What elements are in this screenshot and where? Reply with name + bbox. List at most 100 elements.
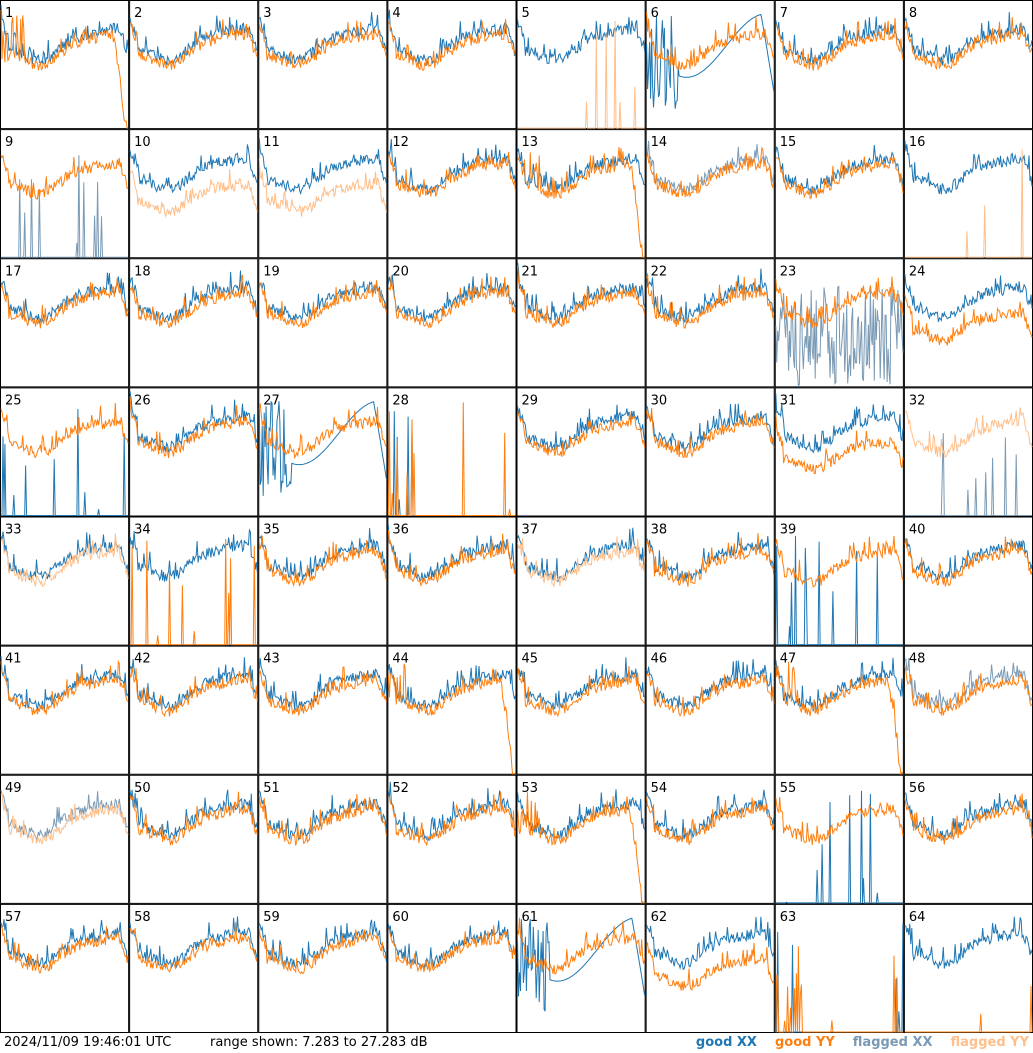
series-xx: [646, 532, 775, 582]
series-yy: [129, 667, 258, 718]
panel-21: 21: [516, 258, 646, 388]
panel-label: 61: [522, 910, 539, 925]
series-yy: [0, 792, 129, 845]
panel-label: 38: [651, 523, 668, 538]
panel-60: 60: [387, 903, 517, 1033]
panel-frame: [0, 387, 130, 517]
series-yy: [258, 280, 387, 329]
series-xx: [904, 433, 1032, 516]
series-xx: [904, 916, 1033, 969]
panel-23: 23: [774, 258, 904, 388]
panel-30: 30: [645, 387, 775, 517]
series-yy: [517, 665, 645, 718]
series-xx: [129, 15, 258, 65]
panel-9: 9: [0, 129, 130, 259]
series-yy: [129, 274, 258, 329]
series-yy: [0, 154, 129, 200]
panel-frame: [129, 645, 259, 775]
panel-label: 26: [134, 393, 151, 408]
series-yy: [0, 9, 129, 129]
legend-flagged-yy: flagged YY: [950, 1035, 1030, 1050]
panel-48: 48: [903, 645, 1033, 775]
series-xx: [1, 155, 129, 258]
series-yy: [258, 794, 387, 846]
series-yy: [387, 663, 516, 775]
panel-40: 40: [903, 516, 1033, 646]
panel-63: 63: [774, 903, 904, 1033]
series-yy: [258, 20, 387, 69]
panel-frame: [903, 258, 1033, 388]
series-yy: [0, 278, 129, 329]
series-yy: [0, 659, 129, 716]
series-yy: [258, 928, 387, 975]
panel-frame: [0, 903, 130, 1033]
panel-label: 15: [780, 135, 797, 150]
series-yy: [258, 666, 387, 716]
panel-frame: [129, 129, 259, 259]
panel-label: 59: [263, 910, 280, 925]
panel-frame: [258, 129, 388, 259]
series-xx: [775, 16, 904, 66]
panel-label: 30: [651, 393, 668, 408]
panel-label: 52: [392, 781, 409, 796]
series-xx: [129, 789, 258, 841]
panel-6: 6: [645, 0, 775, 130]
series-yy: [129, 791, 258, 846]
panel-frame: [387, 516, 517, 646]
series-xx: [129, 528, 258, 582]
panel-frame: [129, 0, 259, 130]
panel-frame: [129, 516, 259, 646]
panel-label: 39: [780, 523, 797, 538]
panel-label: 20: [392, 264, 409, 279]
panel-59: 59: [258, 903, 388, 1033]
panel-label: 1: [5, 6, 13, 21]
panel-frame: [258, 774, 388, 904]
panel-10: 10: [129, 129, 259, 259]
panel-frame: [258, 258, 388, 388]
series-yy: [904, 985, 1033, 1033]
series-yy: [388, 275, 516, 329]
panel-label: 29: [522, 393, 539, 408]
panel-label: 2: [134, 6, 142, 21]
series-xx: [775, 790, 903, 904]
panel-22: 22: [645, 258, 775, 388]
series-yy: [904, 149, 1032, 258]
panel-label: 48: [909, 652, 926, 667]
panel-8: 8: [903, 0, 1033, 130]
legend-flagged-xx: flagged XX: [852, 1035, 933, 1050]
series-yy: [387, 19, 516, 72]
series-yy: [904, 407, 1033, 459]
panel-frame: [387, 0, 517, 130]
panel-label: 27: [263, 393, 280, 408]
panel-label: 35: [263, 523, 280, 538]
series-yy: [904, 793, 1033, 845]
panel-label: 60: [392, 910, 409, 925]
series-yy: [0, 402, 129, 459]
panel-51: 51: [258, 774, 388, 904]
series-yy: [646, 12, 775, 71]
panel-41: 41: [0, 645, 130, 775]
series-yy: [775, 535, 904, 588]
panel-label: 62: [651, 910, 668, 925]
panel-label: 9: [5, 135, 13, 150]
panel-frame: [645, 129, 775, 259]
panel-frame: [645, 903, 775, 1033]
panel-1: 1: [0, 0, 130, 130]
panel-39: 39: [774, 516, 904, 646]
panel-label: 45: [522, 652, 539, 667]
series-yy: [517, 20, 645, 129]
panel-label: 53: [522, 781, 539, 796]
panel-4: 4: [387, 0, 517, 130]
panel-label: 4: [392, 6, 400, 21]
panel-24: 24: [903, 258, 1033, 388]
series-xx: [258, 138, 387, 196]
panel-2: 2: [129, 0, 259, 130]
series-yy: [775, 156, 904, 200]
series-xx: [258, 528, 387, 581]
series-xx: [517, 16, 646, 64]
panel-64: 64: [903, 903, 1033, 1033]
panel-frame: [903, 0, 1033, 130]
panel-13: 13: [516, 129, 646, 259]
series-xx: [258, 400, 387, 496]
panel-label: 24: [909, 264, 926, 279]
